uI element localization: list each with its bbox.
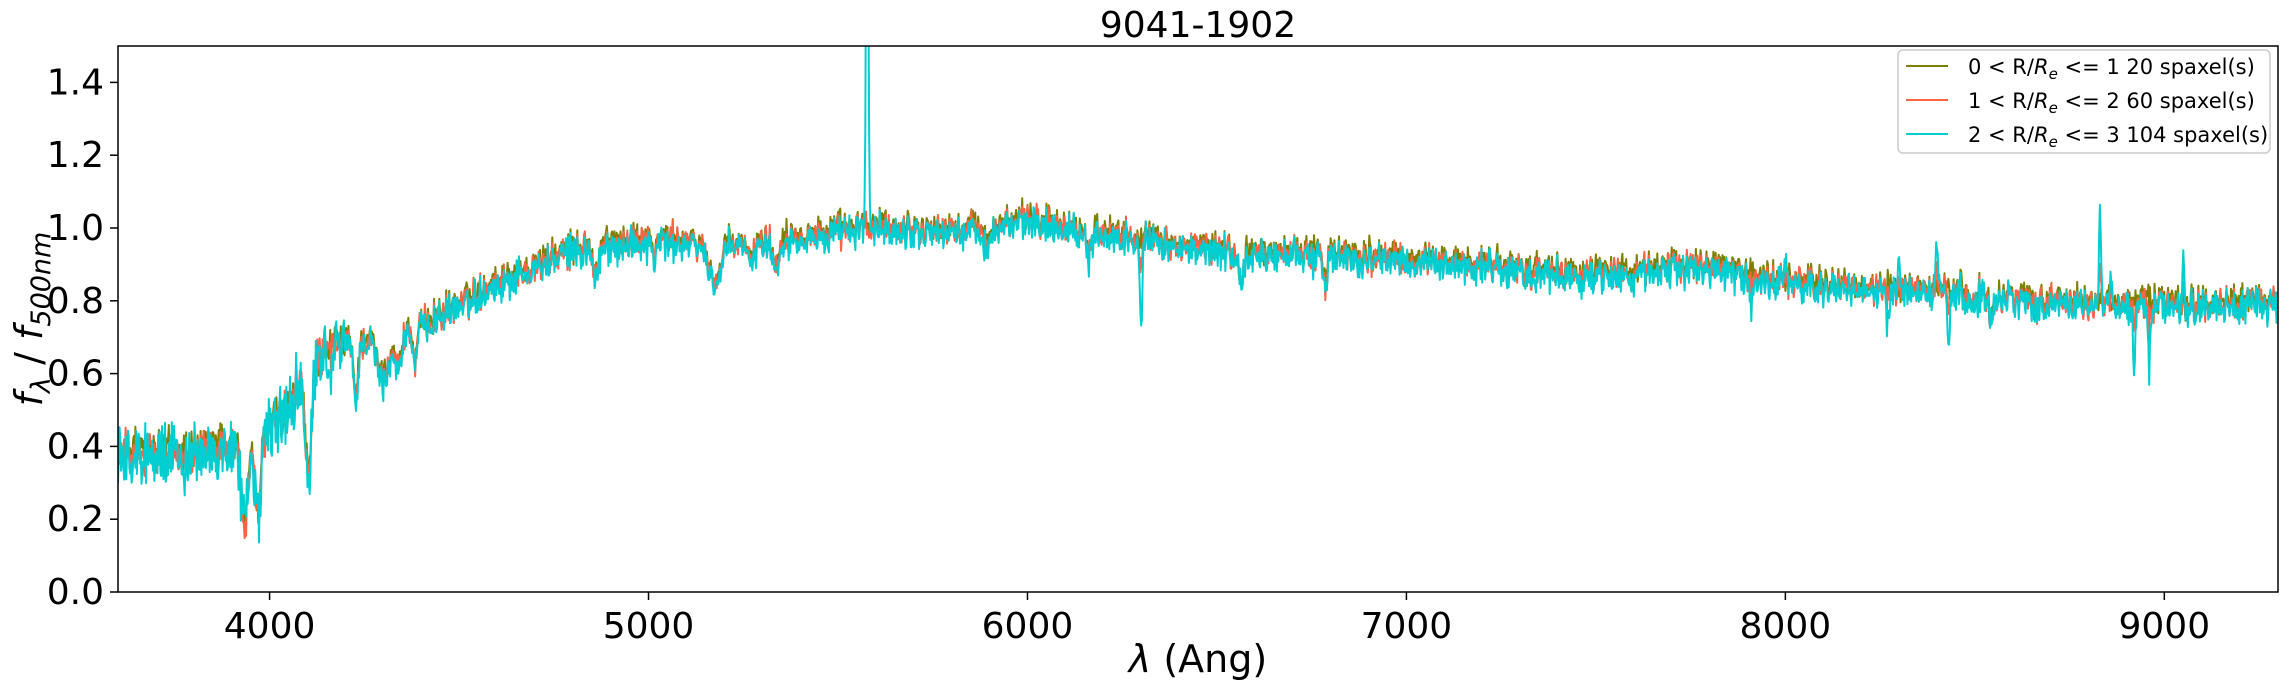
legend-entry: 0 < R/Re <= 1 20 spaxel(s) [1906, 55, 2255, 83]
y-tick-label: 1.4 [47, 62, 104, 103]
y-tick-label: 0.8 [47, 281, 104, 322]
legend-label: 2 < R/Re <= 3 104 spaxel(s) [1968, 123, 2268, 151]
x-tick-label: 6000 [982, 606, 1074, 647]
y-tick-label: 1.0 [47, 208, 104, 249]
y-tick-label: 0.4 [47, 426, 104, 467]
legend-entry: 2 < R/Re <= 3 104 spaxel(s) [1906, 123, 2268, 151]
series-line [118, 202, 2278, 540]
series-line [118, 46, 2278, 544]
legend-label: 1 < R/Re <= 2 60 spaxel(s) [1968, 89, 2255, 117]
x-tick-label: 4000 [224, 606, 316, 647]
y-tick-label: 1.2 [47, 135, 104, 176]
x-tick-label: 8000 [1740, 606, 1832, 647]
y-axis: 0.0 0.2 0.4 0.6 0.8 1.0 1.2 1.4 [47, 62, 118, 613]
y-axis-label: fλ / f500nm [7, 232, 57, 407]
x-axis: 4000 5000 6000 7000 8000 9000 [224, 592, 2210, 647]
y-tick-label: 0.2 [47, 499, 104, 540]
y-tick-label: 0.6 [47, 354, 104, 395]
chart-title: 9041-1902 [1100, 5, 1296, 46]
plot-frame [117, 45, 2279, 593]
series-layer [118, 46, 2278, 544]
legend-entry: 1 < R/Re <= 2 60 spaxel(s) [1906, 89, 2255, 117]
legend: 0 < R/Re <= 1 20 spaxel(s) 1 < R/Re <= 2… [1897, 49, 2271, 154]
legend-box [1897, 49, 2271, 154]
y-tick-label: 0.0 [47, 572, 104, 613]
x-tick-label: 9000 [2119, 606, 2211, 647]
legend-label: 0 < R/Re <= 1 20 spaxel(s) [1968, 55, 2255, 83]
x-tick-label: 7000 [1361, 606, 1453, 647]
x-axis-label: λ (Ang) [1127, 637, 1267, 681]
x-tick-label: 5000 [603, 606, 695, 647]
